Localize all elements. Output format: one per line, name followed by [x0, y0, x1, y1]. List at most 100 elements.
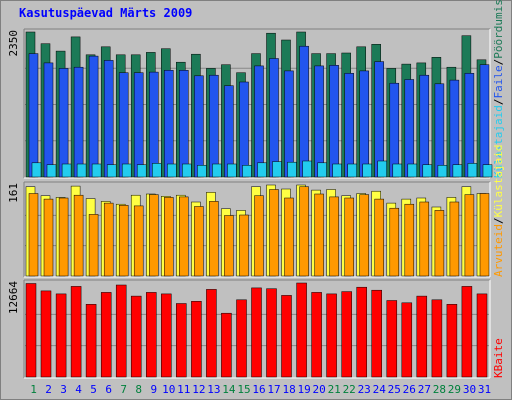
legend-middle-item: Külastajaid	[492, 145, 505, 218]
bar-middle-arvuteid-day-4	[73, 194, 84, 277]
bar-middle-arvuteid-day-12	[194, 206, 204, 277]
bar-top-faile-day-7	[118, 72, 129, 178]
bar-top-külastajaid-day-30	[467, 163, 478, 178]
bar-bottom-kbaite-day-29	[446, 304, 458, 378]
x-tick-label-day-25: 25	[388, 383, 401, 396]
legend-top-separator: /	[492, 59, 505, 66]
bar-top-faile-day-11	[179, 70, 189, 178]
bar-middle-arvuteid-day-22	[344, 197, 354, 277]
bar-bottom-kbaite-day-14	[221, 312, 232, 378]
bar-middle-arvuteid-day-18	[284, 197, 294, 277]
x-tick-label-day-29: 29	[448, 383, 461, 396]
bar-top-külastajaid-day-24	[377, 160, 387, 178]
bar-bottom-kbaite-day-6	[100, 292, 112, 378]
x-tick-label-day-10: 10	[162, 383, 175, 396]
bar-bottom-kbaite-day-18	[281, 295, 292, 378]
legend-middle-item: Arvuteid	[492, 224, 505, 277]
bar-middle-arvuteid-day-10	[164, 197, 174, 277]
bar-top-faile-day-9	[149, 71, 159, 178]
bar-top-faile-day-14	[224, 85, 234, 178]
bar-top-faile-day-28	[434, 83, 445, 178]
bar-top-külastajaid-day-17	[272, 161, 282, 178]
bar-top-faile-day-3	[58, 68, 69, 178]
bar-middle-arvuteid-day-19	[299, 186, 309, 277]
bar-top-külastajaid-day-6	[106, 164, 117, 178]
bar-bottom-kbaite-day-2	[40, 290, 52, 378]
bar-top-külastajaid-day-19	[302, 160, 312, 178]
panel-top: 2350	[7, 28, 493, 179]
bar-middle-arvuteid-day-30	[464, 194, 475, 277]
bar-middle-arvuteid-day-31	[479, 193, 490, 277]
bar-top-külastajaid-day-31	[482, 164, 493, 178]
bar-top-faile-day-27	[419, 74, 430, 178]
legend-top-separator: /	[492, 99, 505, 106]
bar-top-külastajaid-day-15	[242, 165, 252, 178]
bar-middle-arvuteid-day-25	[389, 207, 400, 277]
bar-bottom-kbaite-day-21	[326, 293, 337, 378]
bar-top-faile-day-12	[194, 75, 204, 178]
bar-top-faile-day-24	[374, 61, 384, 178]
x-tick-label-day-24: 24	[373, 383, 387, 396]
bar-middle-arvuteid-day-16	[254, 195, 264, 277]
x-tick-label-day-14: 14	[222, 383, 236, 396]
bar-top-faile-day-5	[88, 55, 99, 178]
legend-middle: Arvuteid/Külastajaid	[492, 145, 505, 277]
bar-top-külastajaid-day-27	[422, 164, 433, 178]
x-tick-label-day-4: 4	[75, 383, 82, 396]
x-tick-label-day-30: 30	[463, 383, 476, 396]
bar-top-külastajaid-day-23	[362, 163, 372, 178]
x-tick-label-day-20: 20	[312, 383, 325, 396]
x-tick-label-day-5: 5	[90, 383, 97, 396]
bar-top-külastajaid-day-28	[437, 165, 448, 178]
legend: Külastajaid/Faile/PöördumisiArvuteid/Kül…	[492, 0, 505, 378]
x-tick-label-day-23: 23	[358, 383, 371, 396]
bar-top-faile-day-10	[164, 70, 174, 178]
x-tick-label-day-6: 6	[105, 383, 112, 396]
panel-middle-ymax-label: 161	[7, 183, 20, 203]
x-tick-label-day-7: 7	[120, 383, 127, 396]
bar-bottom-kbaite-day-25	[386, 300, 398, 378]
bar-bottom-kbaite-day-24	[371, 289, 382, 378]
bar-bottom-kbaite-day-7	[115, 284, 127, 378]
bar-top-külastajaid-day-4	[76, 163, 87, 178]
bar-top-faile-day-18	[284, 70, 294, 178]
bar-middle-arvuteid-day-3	[58, 197, 69, 277]
x-tick-label-day-9: 9	[150, 383, 157, 396]
bar-middle-arvuteid-day-2	[43, 198, 54, 277]
bar-middle-arvuteid-day-29	[449, 201, 460, 277]
bar-bottom-kbaite-day-19	[296, 282, 307, 378]
bar-top-faile-day-30	[464, 73, 475, 178]
bar-middle-arvuteid-day-15	[239, 214, 249, 277]
bar-middle-arvuteid-day-1	[28, 193, 39, 277]
bar-middle-arvuteid-day-21	[329, 196, 339, 277]
chart-panels: 2350 161 12664	[7, 28, 493, 379]
x-tick-label-day-1: 1	[30, 383, 37, 396]
x-tick-label-day-2: 2	[45, 383, 52, 396]
x-tick-label-day-26: 26	[403, 383, 416, 396]
legend-bottom: KBaite	[492, 338, 505, 378]
bar-bottom-kbaite-day-4	[70, 286, 82, 378]
bar-top-faile-day-25	[389, 82, 400, 178]
bar-top-külastajaid-day-10	[167, 163, 177, 178]
bar-middle-arvuteid-day-24	[374, 198, 384, 277]
bar-middle-arvuteid-day-20	[314, 193, 324, 277]
bar-bottom-kbaite-day-15	[236, 299, 247, 378]
bar-top-külastajaid-day-1	[31, 162, 42, 178]
panel-middle: 161	[7, 181, 491, 278]
x-tick-label-day-13: 13	[207, 383, 220, 396]
x-tick-label-day-21: 21	[328, 383, 341, 396]
bar-middle-arvuteid-day-11	[179, 196, 189, 277]
bar-middle-arvuteid-day-28	[434, 210, 445, 277]
bar-top-külastajaid-day-12	[197, 165, 207, 178]
bar-bottom-kbaite-day-11	[176, 303, 187, 378]
bar-top-faile-day-17	[269, 58, 279, 178]
panel-bottom: 12664	[7, 279, 491, 379]
legend-top: Külastajaid/Faile/Pöördumisi	[492, 0, 505, 178]
bar-bottom-kbaite-day-5	[85, 304, 97, 378]
bar-top-faile-day-4	[73, 66, 84, 178]
bar-top-faile-day-13	[209, 74, 219, 178]
panel-bottom-ymax-label: 12664	[7, 281, 20, 314]
bar-top-faile-day-23	[359, 70, 369, 178]
x-tick-label-day-28: 28	[433, 383, 446, 396]
